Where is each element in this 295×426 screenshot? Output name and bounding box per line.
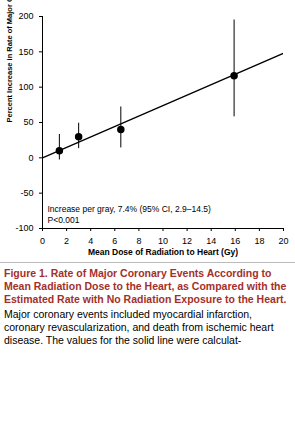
svg-text:50: 50 [23,117,33,127]
svg-text:12: 12 [182,236,192,246]
svg-text:0: 0 [40,236,45,246]
svg-text:18: 18 [254,236,264,246]
html-text:Figure 1. Rate of Major Corona: Figure 1. Rate of Major Coronary Events … [4,267,287,305]
svg-text:16: 16 [230,236,240,246]
svg-text:-50: -50 [20,188,33,198]
svg-text:200: 200 [18,11,33,21]
svg-text:6: 6 [112,236,117,246]
svg-text:Mean Dose of Radiation to Hear: Mean Dose of Radiation to Heart (Gy) [88,247,238,257]
svg-text:100: 100 [18,82,33,92]
svg-text:8: 8 [136,236,141,246]
svg-text:0: 0 [28,153,33,163]
svg-text:150: 150 [18,47,33,57]
svg-text:20: 20 [278,236,288,246]
svg-text:-100: -100 [15,223,33,233]
svg-text:10: 10 [158,236,168,246]
svg-text:P<0.001: P<0.001 [48,215,80,225]
svg-text:2: 2 [64,236,69,246]
svg-text:Percent Increase in Rate of Ma: Percent Increase in Rate of Major Corona… [5,0,14,123]
svg-text:4: 4 [88,236,93,246]
svg-text:14: 14 [206,236,216,246]
html-text:Major coronary events included: Major coronary events included myocardia… [4,308,274,346]
svg-text:Increase per gray, 7.4% (95% C: Increase per gray, 7.4% (95% CI, 2.9–14.… [48,204,211,214]
